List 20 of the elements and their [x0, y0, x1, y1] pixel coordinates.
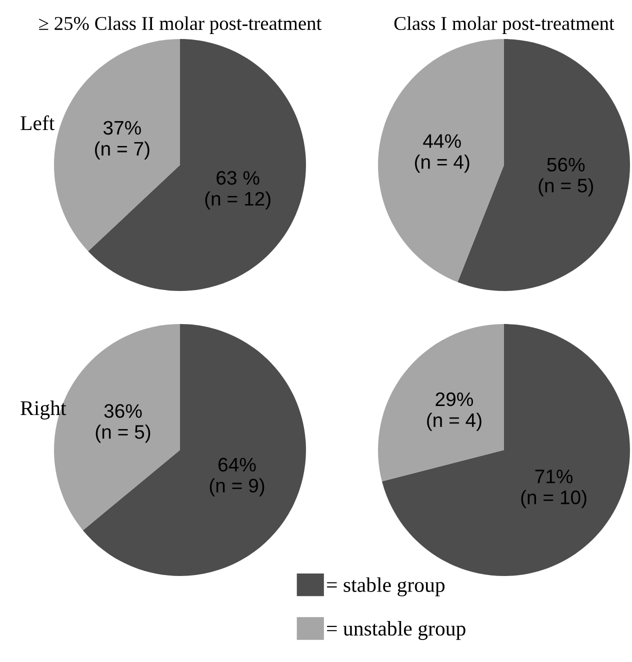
- pie-slice: [88, 39, 306, 291]
- legend-label: = stable group: [327, 577, 445, 596]
- pie-slice: [82, 324, 306, 576]
- text: Right: [20, 400, 66, 420]
- data-label: 64% (n = 9): [210, 458, 264, 496]
- text: Left: [20, 115, 55, 130]
- data-label: 44% (n = 4): [414, 134, 470, 173]
- chart-title: Class I molar post-treatment: [394, 16, 614, 34]
- legend-label: = unstable group: [327, 620, 466, 640]
- pie-slice: [54, 39, 180, 252]
- data-label: 37% (n = 7): [95, 120, 150, 160]
- chart-title: ≥ 25% Class II molar post-treatment: [39, 16, 322, 34]
- pie-slice: [382, 324, 630, 576]
- pie-slice: [378, 39, 504, 282]
- data-label: 63 % (n = 12): [205, 171, 270, 210]
- data-label: 29% (n = 4): [427, 392, 482, 431]
- data-label: 71% (n = 10): [521, 470, 586, 508]
- pie-slice: [378, 324, 504, 482]
- data-label: 56% (n = 5): [538, 158, 594, 196]
- data-label: 36% (n = 5): [96, 404, 150, 443]
